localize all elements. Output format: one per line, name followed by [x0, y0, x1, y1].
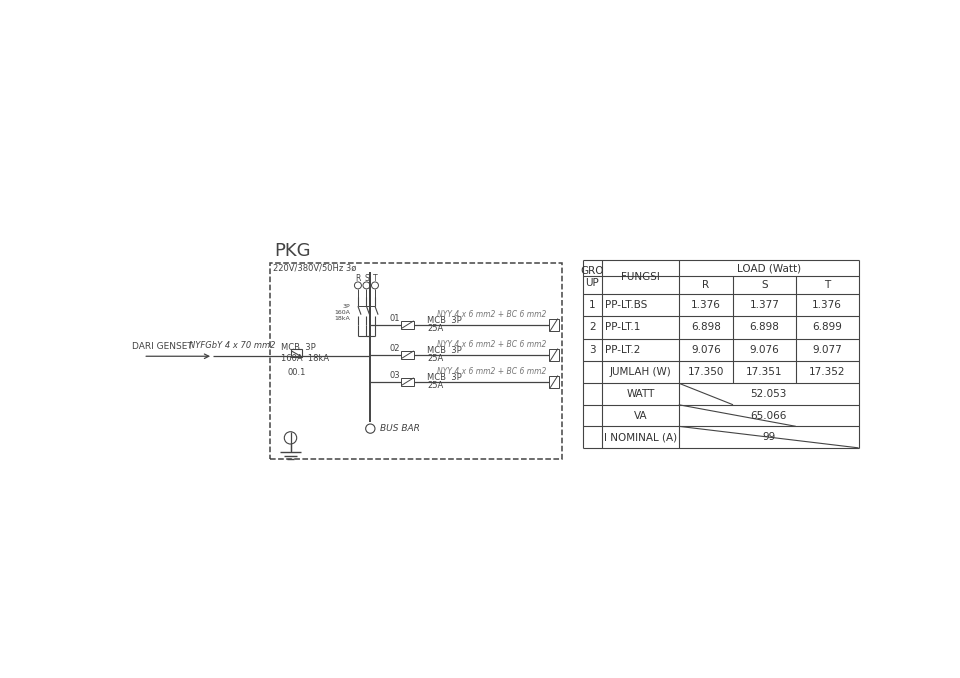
- Bar: [548, 319, 560, 331]
- Bar: [291, 349, 302, 357]
- Text: S: S: [364, 274, 369, 283]
- Text: FUNGSI: FUNGSI: [621, 272, 660, 282]
- Text: BUS BAR: BUS BAR: [379, 424, 420, 433]
- Text: 9.076: 9.076: [691, 344, 721, 355]
- Text: R: R: [355, 274, 361, 283]
- Text: NYY 4 x 6 mm2 + BC 6 mm2: NYY 4 x 6 mm2 + BC 6 mm2: [438, 340, 546, 348]
- Text: MCB  3P
160A  18kA: MCB 3P 160A 18kA: [281, 343, 329, 363]
- Text: 9.077: 9.077: [812, 344, 842, 355]
- Text: GRO
UP: GRO UP: [581, 266, 604, 287]
- Text: 65.066: 65.066: [751, 411, 787, 420]
- Text: PP-LT.2: PP-LT.2: [605, 344, 640, 355]
- Text: I NOMINAL (A): I NOMINAL (A): [604, 432, 677, 442]
- Text: WATT: WATT: [626, 389, 655, 399]
- Text: 02: 02: [390, 344, 400, 353]
- Text: 1.376: 1.376: [812, 300, 842, 310]
- Text: S: S: [761, 280, 768, 290]
- Text: 6.898: 6.898: [691, 322, 721, 332]
- Bar: [401, 321, 414, 329]
- Text: 25A: 25A: [427, 354, 444, 363]
- Text: MCB  3P: MCB 3P: [427, 346, 462, 355]
- Text: 01: 01: [390, 314, 400, 323]
- Text: VA: VA: [634, 411, 647, 420]
- Text: 25A: 25A: [427, 324, 444, 333]
- Text: 52.053: 52.053: [751, 389, 787, 399]
- Bar: [548, 376, 560, 388]
- Text: PKG: PKG: [274, 242, 310, 260]
- Text: 2: 2: [589, 322, 595, 332]
- Text: MCB  3P: MCB 3P: [427, 317, 462, 325]
- Text: NYY 4 x 6 mm2 + BC 6 mm2: NYY 4 x 6 mm2 + BC 6 mm2: [438, 310, 546, 319]
- Text: 25A: 25A: [427, 381, 444, 390]
- Text: PP-LT.BS: PP-LT.BS: [605, 300, 648, 310]
- Text: 6.899: 6.899: [812, 322, 842, 332]
- Text: 17.352: 17.352: [809, 367, 846, 377]
- Text: 03: 03: [390, 371, 400, 380]
- Text: 1: 1: [589, 300, 595, 310]
- Text: DARI GENSET: DARI GENSET: [132, 342, 193, 351]
- Bar: [401, 351, 414, 359]
- Text: 3P
160A
18kA: 3P 160A 18kA: [334, 304, 350, 321]
- Text: T: T: [372, 274, 377, 283]
- Text: 17.351: 17.351: [746, 367, 782, 377]
- Text: T: T: [824, 280, 830, 290]
- Text: 9.076: 9.076: [750, 344, 780, 355]
- Text: MCB  3P: MCB 3P: [427, 374, 462, 382]
- Text: 1.377: 1.377: [750, 300, 780, 310]
- Bar: [548, 348, 560, 361]
- Text: 99: 99: [762, 432, 776, 442]
- Text: 3: 3: [589, 344, 595, 355]
- Text: NYFGbY 4 x 70 mm2: NYFGbY 4 x 70 mm2: [189, 341, 276, 350]
- Text: 17.350: 17.350: [687, 367, 724, 377]
- Text: LOAD (Watt): LOAD (Watt): [736, 263, 801, 273]
- Text: R: R: [703, 280, 709, 290]
- Text: 00.1: 00.1: [287, 367, 306, 377]
- Text: 220V/380V/50Hz 3ø: 220V/380V/50Hz 3ø: [274, 264, 357, 273]
- Text: NYY 4 x 6 mm2 + BC 6 mm2: NYY 4 x 6 mm2 + BC 6 mm2: [438, 367, 546, 376]
- Bar: [401, 378, 414, 386]
- Text: JUMLAH (W): JUMLAH (W): [610, 367, 671, 377]
- Text: PP-LT.1: PP-LT.1: [605, 322, 640, 332]
- Text: 6.898: 6.898: [750, 322, 780, 332]
- Text: 1.376: 1.376: [691, 300, 721, 310]
